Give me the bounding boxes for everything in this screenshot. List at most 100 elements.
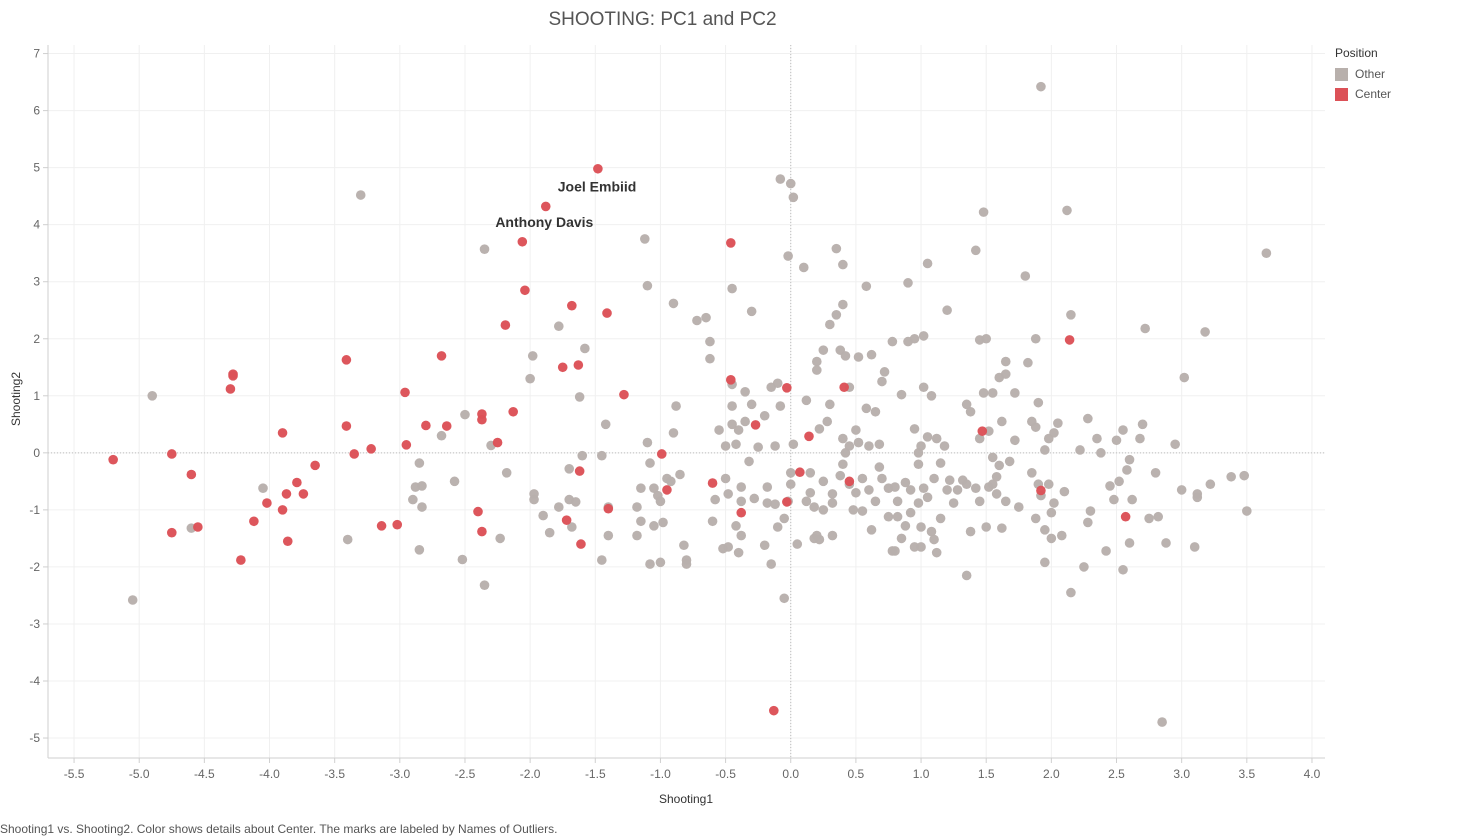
- data-point-other: [851, 425, 861, 435]
- data-point-other: [1075, 445, 1085, 455]
- data-point-other: [818, 345, 829, 355]
- data-point-other: [831, 309, 842, 320]
- data-point-center: [726, 238, 736, 248]
- data-point-other: [705, 353, 715, 364]
- data-point-other: [564, 464, 575, 474]
- data-point-other: [991, 471, 1002, 482]
- data-point-other: [744, 456, 754, 467]
- data-point-other: [342, 534, 353, 545]
- data-point-center: [376, 521, 387, 531]
- data-point-center: [656, 449, 667, 459]
- data-point-other: [909, 333, 920, 344]
- legend-label-center: Center: [1355, 87, 1392, 101]
- data-point-other: [479, 580, 490, 590]
- data-point-other: [640, 234, 650, 244]
- data-point-center: [225, 384, 236, 394]
- data-point-other: [857, 506, 868, 516]
- data-point-other: [942, 305, 952, 316]
- data-point-other: [574, 392, 585, 402]
- data-point-other: [636, 483, 646, 494]
- outlier-label: Anthony Davis: [495, 214, 593, 230]
- data-point-other: [577, 450, 588, 461]
- data-point-other: [900, 477, 911, 488]
- data-point-other: [417, 502, 427, 512]
- data-point-other: [527, 351, 538, 361]
- x-tick-label: -3.5: [324, 767, 345, 781]
- data-point-center: [1036, 485, 1046, 496]
- data-point-center: [574, 466, 585, 476]
- data-point-center: [193, 522, 203, 532]
- x-tick-label: -4.5: [194, 767, 215, 781]
- data-point-other: [870, 406, 881, 417]
- data-point-other: [851, 487, 861, 498]
- data-point-other: [1101, 546, 1111, 556]
- x-tick-label: -2.5: [455, 767, 476, 781]
- data-point-other: [655, 496, 666, 507]
- data-point-other: [603, 530, 614, 541]
- data-point-center: [349, 449, 360, 459]
- data-point-other: [812, 356, 822, 367]
- data-point-center: [477, 414, 487, 425]
- data-point-other: [1000, 356, 1011, 367]
- data-point-other: [801, 395, 812, 406]
- data-point-other: [864, 441, 874, 451]
- data-point-other: [785, 479, 796, 490]
- data-point-center: [298, 489, 309, 499]
- data-point-other: [636, 516, 646, 527]
- data-point-center: [561, 515, 572, 525]
- data-point-other: [818, 476, 829, 487]
- chart-caption: Shooting1 vs. Shooting2. Color shows det…: [0, 822, 558, 836]
- data-point-other: [1176, 485, 1187, 495]
- data-point-other: [814, 424, 825, 434]
- x-tick-label: 1.5: [978, 767, 995, 781]
- data-point-center: [1064, 335, 1075, 345]
- data-point-other: [825, 399, 835, 410]
- data-point-other: [961, 479, 972, 490]
- data-point-center: [662, 485, 672, 495]
- data-point-other: [740, 387, 750, 397]
- data-point-other: [736, 496, 747, 507]
- data-point-other: [944, 475, 955, 486]
- data-point-other: [877, 473, 887, 484]
- data-point-other: [929, 534, 939, 545]
- data-point-other: [414, 458, 425, 468]
- y-tick-label: 1: [33, 389, 40, 403]
- data-point-other: [922, 492, 933, 503]
- data-point-other: [961, 570, 972, 581]
- data-point-other: [935, 513, 946, 524]
- y-tick-label: -2: [29, 560, 40, 574]
- data-point-other: [775, 401, 786, 411]
- data-point-center: [277, 428, 288, 438]
- data-point-other: [714, 425, 724, 435]
- legend-item-center[interactable]: Center: [1335, 84, 1391, 104]
- data-point-other: [861, 281, 872, 292]
- data-point-other: [997, 416, 1007, 427]
- data-point-other: [857, 473, 868, 484]
- data-point-other: [710, 494, 720, 505]
- x-tick-label: -4.0: [259, 767, 280, 781]
- data-point-other: [805, 468, 816, 478]
- data-point-center: [576, 539, 586, 549]
- data-point-center: [282, 536, 293, 547]
- data-point-other: [1122, 465, 1132, 475]
- legend-item-other[interactable]: Other: [1335, 64, 1391, 84]
- data-point-other: [529, 494, 539, 505]
- data-point-other: [838, 433, 848, 444]
- data-point-other: [905, 507, 916, 518]
- data-point-other: [913, 498, 924, 508]
- data-point-other: [1040, 445, 1050, 455]
- data-point-other: [731, 439, 741, 450]
- data-point-other: [916, 441, 926, 451]
- legend-swatch-other: [1335, 67, 1348, 81]
- data-point-other: [965, 526, 976, 537]
- data-point-other: [770, 499, 780, 509]
- data-point-other: [948, 498, 959, 508]
- data-point-other: [1010, 388, 1020, 398]
- grid-layer: [48, 45, 1325, 758]
- data-point-other: [1105, 481, 1115, 491]
- data-point-other: [987, 452, 998, 463]
- x-tick-label: 3.0: [1173, 767, 1190, 781]
- data-point-other: [952, 485, 963, 495]
- data-point-center: [726, 375, 736, 385]
- data-point-other: [1043, 479, 1054, 490]
